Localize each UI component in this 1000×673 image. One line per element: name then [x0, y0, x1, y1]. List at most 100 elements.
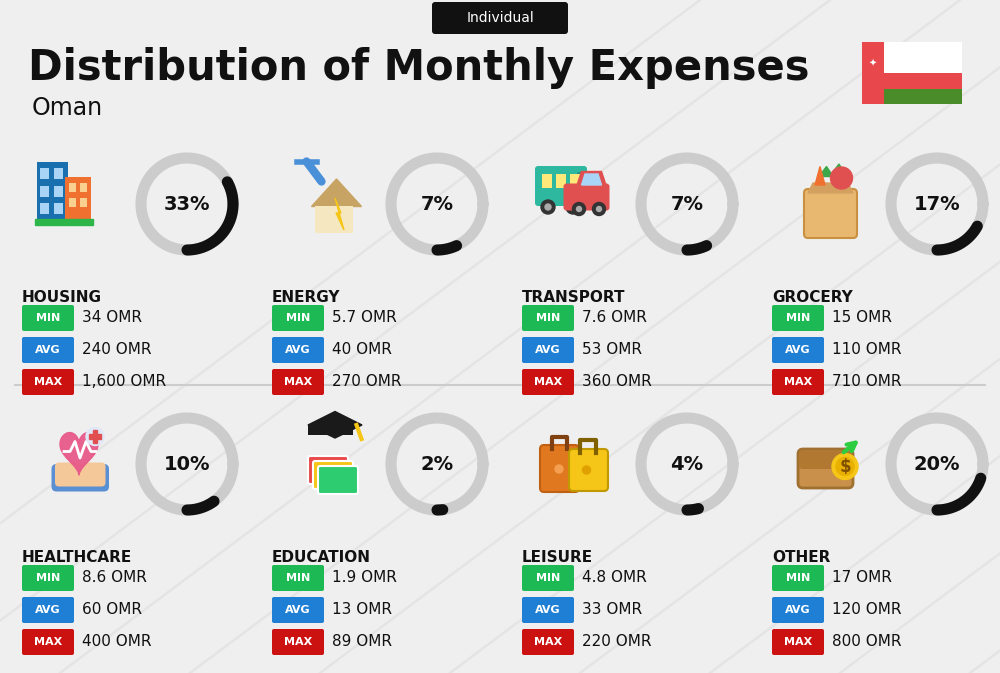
Text: GROCERY: GROCERY	[772, 290, 853, 305]
Text: 240 OMR: 240 OMR	[82, 343, 152, 357]
Text: 8.6 OMR: 8.6 OMR	[82, 571, 147, 586]
FancyBboxPatch shape	[22, 565, 74, 591]
Text: MIN: MIN	[36, 313, 60, 323]
FancyBboxPatch shape	[772, 369, 824, 395]
Text: MAX: MAX	[284, 637, 312, 647]
Text: 40 OMR: 40 OMR	[332, 343, 392, 357]
Circle shape	[582, 466, 590, 474]
Text: MAX: MAX	[34, 377, 62, 387]
Text: 53 OMR: 53 OMR	[582, 343, 642, 357]
Text: 1.9 OMR: 1.9 OMR	[332, 571, 397, 586]
FancyBboxPatch shape	[52, 464, 109, 491]
FancyBboxPatch shape	[564, 184, 610, 211]
FancyBboxPatch shape	[272, 369, 324, 395]
FancyBboxPatch shape	[570, 174, 580, 188]
Text: $: $	[839, 458, 851, 476]
Polygon shape	[576, 172, 606, 186]
FancyBboxPatch shape	[772, 629, 824, 655]
FancyBboxPatch shape	[54, 168, 63, 179]
Text: 2%: 2%	[420, 454, 454, 474]
FancyBboxPatch shape	[804, 189, 857, 238]
Text: 17%: 17%	[914, 194, 960, 213]
Text: 13 OMR: 13 OMR	[332, 602, 392, 618]
FancyBboxPatch shape	[535, 166, 587, 206]
FancyBboxPatch shape	[772, 597, 824, 623]
Text: 110 OMR: 110 OMR	[832, 343, 902, 357]
FancyBboxPatch shape	[55, 462, 106, 487]
Polygon shape	[815, 166, 825, 185]
FancyBboxPatch shape	[569, 449, 608, 491]
Text: 1,600 OMR: 1,600 OMR	[82, 374, 166, 390]
Polygon shape	[582, 174, 602, 185]
Text: HEALTHCARE: HEALTHCARE	[22, 550, 132, 565]
FancyBboxPatch shape	[65, 176, 91, 219]
Text: 20%: 20%	[914, 454, 960, 474]
Text: MAX: MAX	[284, 377, 312, 387]
Polygon shape	[312, 179, 362, 207]
Text: 120 OMR: 120 OMR	[832, 602, 902, 618]
Polygon shape	[93, 430, 97, 443]
Text: 60 OMR: 60 OMR	[82, 602, 142, 618]
FancyBboxPatch shape	[522, 337, 574, 363]
Text: 17 OMR: 17 OMR	[832, 571, 892, 586]
FancyBboxPatch shape	[522, 305, 574, 331]
FancyBboxPatch shape	[22, 597, 74, 623]
Text: 89 OMR: 89 OMR	[332, 635, 392, 649]
FancyBboxPatch shape	[40, 203, 49, 214]
Text: 710 OMR: 710 OMR	[832, 374, 902, 390]
Text: LEISURE: LEISURE	[522, 550, 593, 565]
FancyBboxPatch shape	[22, 305, 74, 331]
FancyBboxPatch shape	[36, 162, 68, 219]
FancyBboxPatch shape	[80, 183, 87, 192]
FancyBboxPatch shape	[308, 425, 353, 435]
Text: 33%: 33%	[164, 194, 210, 213]
Text: AVG: AVG	[785, 605, 811, 615]
FancyBboxPatch shape	[54, 203, 63, 214]
Text: 15 OMR: 15 OMR	[832, 310, 892, 326]
Circle shape	[570, 204, 576, 210]
Polygon shape	[808, 183, 853, 193]
FancyBboxPatch shape	[80, 198, 87, 207]
Text: 33 OMR: 33 OMR	[582, 602, 642, 618]
Circle shape	[832, 454, 858, 479]
Circle shape	[541, 200, 555, 214]
Text: MAX: MAX	[784, 637, 812, 647]
Text: 270 OMR: 270 OMR	[332, 374, 402, 390]
FancyBboxPatch shape	[432, 2, 568, 34]
Text: Oman: Oman	[32, 96, 103, 120]
FancyBboxPatch shape	[272, 597, 324, 623]
FancyBboxPatch shape	[772, 565, 824, 591]
Text: ✦: ✦	[869, 59, 877, 69]
FancyBboxPatch shape	[556, 174, 566, 188]
Text: 400 OMR: 400 OMR	[82, 635, 152, 649]
FancyBboxPatch shape	[577, 172, 587, 205]
Text: MIN: MIN	[286, 573, 310, 583]
Circle shape	[566, 200, 580, 214]
FancyBboxPatch shape	[308, 456, 348, 484]
FancyBboxPatch shape	[522, 369, 574, 395]
FancyBboxPatch shape	[272, 629, 324, 655]
Text: OTHER: OTHER	[772, 550, 830, 565]
Text: 4%: 4%	[670, 454, 704, 474]
Text: 34 OMR: 34 OMR	[82, 310, 142, 326]
Text: MIN: MIN	[786, 313, 810, 323]
FancyBboxPatch shape	[40, 168, 49, 179]
Circle shape	[576, 207, 582, 211]
Circle shape	[545, 204, 551, 210]
FancyBboxPatch shape	[799, 450, 852, 469]
Text: AVG: AVG	[535, 605, 561, 615]
FancyBboxPatch shape	[22, 369, 74, 395]
Text: Individual: Individual	[466, 11, 534, 25]
Text: 360 OMR: 360 OMR	[582, 374, 652, 390]
Text: 7%: 7%	[670, 194, 704, 213]
Circle shape	[592, 203, 606, 215]
FancyBboxPatch shape	[884, 73, 962, 89]
Text: MIN: MIN	[286, 313, 310, 323]
Polygon shape	[308, 411, 362, 438]
FancyBboxPatch shape	[313, 461, 353, 489]
Text: Distribution of Monthly Expenses: Distribution of Monthly Expenses	[28, 47, 810, 89]
Polygon shape	[60, 433, 98, 475]
Text: MIN: MIN	[536, 313, 560, 323]
Text: AVG: AVG	[35, 345, 61, 355]
FancyBboxPatch shape	[272, 565, 324, 591]
